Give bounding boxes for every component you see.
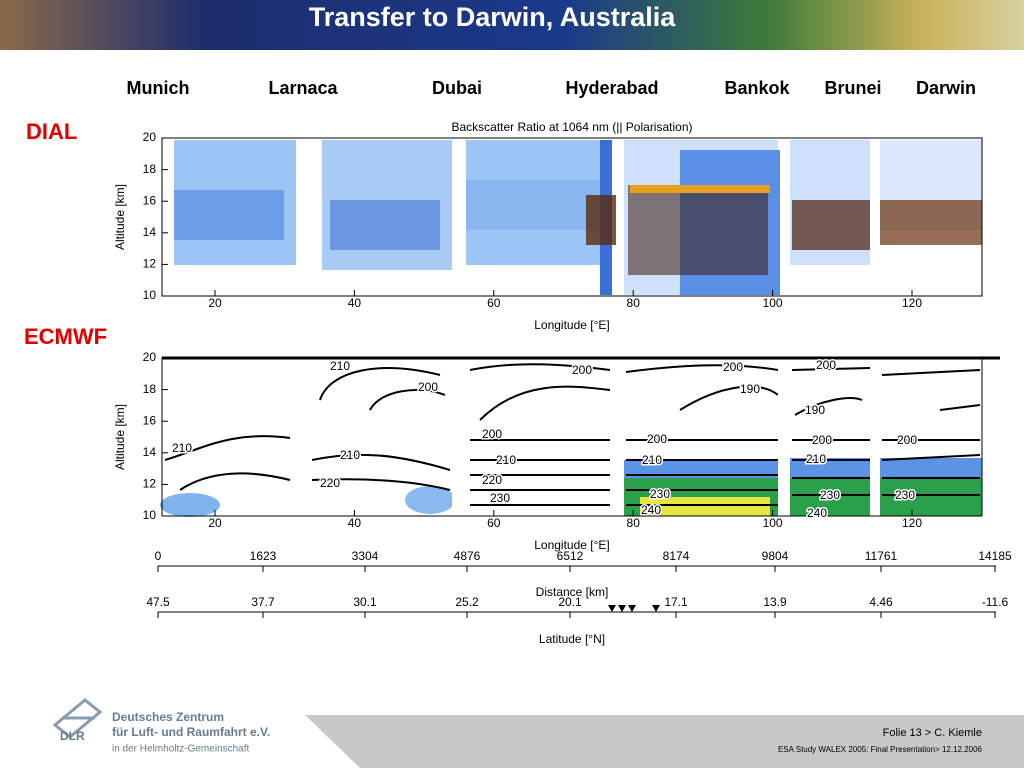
backscatter-image xyxy=(172,140,982,295)
section-label: ECMWF xyxy=(24,324,107,349)
x-axis-label: Longitude [°E] xyxy=(534,538,610,552)
contour-label: 210 xyxy=(330,359,350,373)
y-tick-label: 12 xyxy=(143,477,157,491)
tick-label: 25.2 xyxy=(455,595,479,609)
tick-label: 3304 xyxy=(352,549,379,563)
contour-label: 210 xyxy=(496,453,516,467)
axis-label: Latitude [°N] xyxy=(539,632,605,646)
logo-text: DLR xyxy=(60,729,85,743)
y-tick-label: 12 xyxy=(143,257,157,271)
y-tick-label: 18 xyxy=(143,162,157,176)
city-label: Dubai xyxy=(432,78,482,98)
contour-label: 200 xyxy=(897,433,917,447)
contour-label: 200 xyxy=(572,363,592,377)
footer-band xyxy=(305,715,1024,768)
x-tick-label: 100 xyxy=(763,296,783,310)
y-tick-label: 10 xyxy=(143,508,157,522)
x-tick-label: 80 xyxy=(627,516,641,530)
city-label: Munich xyxy=(127,78,190,98)
temperature-field xyxy=(160,363,982,517)
tick-label: 11761 xyxy=(865,549,898,563)
y-axis-label: Altitude [km] xyxy=(113,404,127,470)
flight-markers xyxy=(608,605,660,612)
tick-label: 9804 xyxy=(762,549,789,563)
y-tick-label: 16 xyxy=(143,413,157,427)
y-tick-label: 16 xyxy=(143,193,157,207)
y-axis-label: Altitude [km] xyxy=(113,184,127,250)
x-tick-label: 60 xyxy=(487,516,501,530)
tick-label: 30.1 xyxy=(353,595,377,609)
header-banner xyxy=(0,0,1024,50)
plot-title: Backscatter Ratio at 1064 nm (|| Polaris… xyxy=(451,120,692,134)
contour-label: 200 xyxy=(418,380,438,394)
contour-label: 190 xyxy=(740,382,760,396)
x-axis-label: Longitude [°E] xyxy=(534,318,610,332)
org-line: Deutsches Zentrum xyxy=(112,710,224,724)
tick-label: 37.7 xyxy=(251,595,275,609)
contour-label: 210 xyxy=(806,452,826,466)
city-label: Brunei xyxy=(824,78,881,98)
city-label: Bankok xyxy=(724,78,790,98)
contour-label: 230 xyxy=(895,488,915,502)
contour-label: 210 xyxy=(340,448,360,462)
dlr-logo xyxy=(52,698,103,739)
tick-label: 13.9 xyxy=(763,595,787,609)
org-line: in der Helmholtz-Gemeinschaft xyxy=(112,744,249,755)
x-tick-label: 100 xyxy=(763,516,783,530)
city-label: Hyderabad xyxy=(565,78,658,98)
contour-label: 230 xyxy=(650,487,670,501)
x-tick-label: 20 xyxy=(208,516,222,530)
contour-label: 240 xyxy=(807,506,827,520)
contour-label: 200 xyxy=(816,358,836,372)
tick-label: -11.6 xyxy=(982,595,1009,609)
contour-label: 220 xyxy=(482,473,502,487)
x-tick-label: 120 xyxy=(902,296,922,310)
y-tick-label: 14 xyxy=(143,225,157,239)
tick-label: 17.1 xyxy=(664,595,688,609)
contour-label: 230 xyxy=(490,491,510,505)
y-tick-label: 20 xyxy=(143,130,157,144)
plot-frame xyxy=(161,137,983,297)
tick-label: 47.5 xyxy=(146,595,170,609)
x-tick-label: 60 xyxy=(487,296,501,310)
tick-label: 1623 xyxy=(250,549,277,563)
city-label: Darwin xyxy=(916,78,976,98)
tick-label: 8174 xyxy=(663,549,690,563)
contour-label: 240 xyxy=(641,503,661,517)
contour-label: 220 xyxy=(320,476,340,490)
x-tick-label: 20 xyxy=(208,296,222,310)
contour-label: 200 xyxy=(647,432,667,446)
x-tick-label: 40 xyxy=(348,516,362,530)
tick-label: 4.46 xyxy=(869,595,893,609)
contour-label: 200 xyxy=(482,427,502,441)
contour-label: 230 xyxy=(820,488,840,502)
contour-label: 200 xyxy=(723,360,743,374)
tick-label: 14185 xyxy=(978,549,1012,563)
y-tick-label: 10 xyxy=(143,288,157,302)
contour-label: 210 xyxy=(642,453,662,467)
y-tick-label: 14 xyxy=(143,445,157,459)
x-tick-label: 40 xyxy=(348,296,362,310)
section-label: DIAL xyxy=(26,119,77,144)
axis-label: Distance [km] xyxy=(536,585,609,599)
y-tick-label: 18 xyxy=(143,382,157,396)
tick-label: 20.1 xyxy=(558,595,582,609)
slide-number: Folie 13 > C. Kiemle xyxy=(883,727,982,739)
y-tick-label: 20 xyxy=(143,350,157,364)
org-line: für Luft- und Raumfahrt e.V. xyxy=(112,725,270,739)
contour-label: 200 xyxy=(812,433,832,447)
x-tick-label: 120 xyxy=(902,516,922,530)
tick-label: 6512 xyxy=(557,549,584,563)
tick-label: 4876 xyxy=(454,549,481,563)
title: Transfer to Darwin, Australia xyxy=(309,2,677,32)
city-label: Larnaca xyxy=(268,78,338,98)
data-gaps xyxy=(296,358,880,516)
tick-label: 0 xyxy=(155,549,162,563)
event-info: ESA Study WALEX 2005: Final Presentation… xyxy=(778,745,983,754)
x-tick-label: 80 xyxy=(627,296,641,310)
contour-label: 210 xyxy=(172,441,192,455)
contour-label: 190 xyxy=(805,403,825,417)
